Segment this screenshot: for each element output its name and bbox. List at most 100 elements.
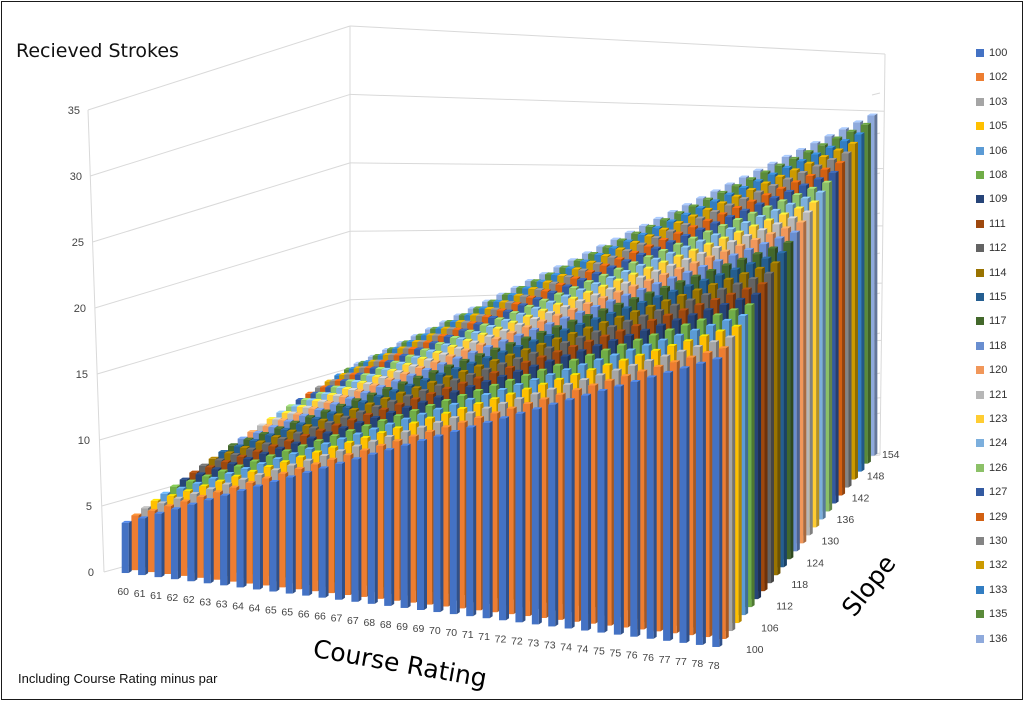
bar-top-face xyxy=(318,466,329,469)
bar-top-face xyxy=(711,245,722,248)
bar-top-face xyxy=(401,405,412,408)
bar-front-face xyxy=(121,522,129,574)
bar-front-face xyxy=(663,372,671,641)
bar-top-face xyxy=(454,346,465,349)
bar-top-face xyxy=(302,424,313,427)
legend-label: 117 xyxy=(989,315,1007,328)
bar-top-face xyxy=(417,412,428,415)
bar-top-face xyxy=(581,393,592,396)
bar-top-face xyxy=(466,361,477,364)
legend-label: 102 xyxy=(989,71,1008,84)
bar-top-face xyxy=(774,236,785,239)
bar xyxy=(515,411,526,623)
bar-top-face xyxy=(467,321,478,324)
bar xyxy=(653,364,664,632)
bar-top-face xyxy=(746,177,757,180)
bar-top-face xyxy=(754,266,765,269)
bar-top-face xyxy=(347,387,358,390)
bar-top-face xyxy=(519,294,530,297)
bar-front-face xyxy=(433,436,441,613)
bar-top-face xyxy=(738,185,749,188)
bar-side-face xyxy=(842,161,846,496)
bar-top-face xyxy=(256,462,267,465)
legend-item: 121 xyxy=(970,388,1007,402)
bar-side-face xyxy=(822,190,826,520)
bar-front-face xyxy=(212,492,220,580)
bar-top-face xyxy=(713,259,724,262)
bar-top-face xyxy=(560,294,571,297)
bar-top-face xyxy=(532,297,543,300)
bar-top-face xyxy=(692,344,703,347)
legend-item: 133 xyxy=(970,583,1007,597)
bar-top-face xyxy=(400,430,411,433)
bar-top-face xyxy=(737,257,748,260)
bar-top-face xyxy=(364,402,375,405)
bar-top-face xyxy=(776,186,787,189)
bar xyxy=(252,484,263,590)
bar-top-face xyxy=(465,373,476,376)
bar-top-face xyxy=(659,218,670,221)
bar-top-face xyxy=(528,364,539,367)
bar-top-face xyxy=(473,322,484,325)
bar-side-face xyxy=(128,520,132,574)
bar-top-face xyxy=(458,369,469,372)
bar-top-face xyxy=(635,275,646,278)
bar-top-face xyxy=(537,308,548,311)
bar-top-face xyxy=(253,430,264,433)
bar-top-face xyxy=(342,405,353,408)
bar-top-face xyxy=(384,377,395,380)
bar-top-face xyxy=(752,252,763,255)
bar-top-face xyxy=(775,174,786,177)
bar-top-face xyxy=(674,267,685,270)
bar-side-face xyxy=(764,282,768,592)
bar-top-face xyxy=(694,303,705,306)
bar-top-face xyxy=(789,230,800,233)
bar-top-face xyxy=(445,354,456,357)
bar-top-face xyxy=(724,203,735,206)
legend-label: 114 xyxy=(989,266,1007,279)
bar-top-face xyxy=(520,348,531,351)
bar-side-face xyxy=(867,122,871,464)
bar-top-face xyxy=(571,267,582,270)
bar-top-face xyxy=(674,211,685,214)
bar-top-face xyxy=(405,354,416,357)
bar-top-face xyxy=(590,305,601,308)
bar-top-face xyxy=(724,215,735,218)
bar-top-face xyxy=(732,217,743,220)
bar-top-face xyxy=(498,401,509,404)
bar-top-face xyxy=(600,348,611,351)
bar-top-face xyxy=(417,400,428,403)
bar-top-face xyxy=(536,342,547,345)
bar-top-face xyxy=(252,449,263,452)
bar-top-face xyxy=(732,282,743,285)
bar-top-face xyxy=(418,389,429,392)
bar-top-face xyxy=(279,460,290,463)
bar-top-face xyxy=(414,347,425,350)
bar-top-face xyxy=(725,335,736,338)
bar-top-face xyxy=(562,382,573,385)
bar-top-face xyxy=(760,170,771,173)
bar-side-face xyxy=(210,498,214,584)
bar-top-face xyxy=(384,435,395,438)
bar-top-face xyxy=(616,343,627,346)
bar-top-face xyxy=(482,356,493,359)
bar-top-face xyxy=(189,470,200,473)
legend-item: 117 xyxy=(970,314,1007,328)
bar-top-face xyxy=(718,236,729,239)
bar-top-face xyxy=(360,373,371,376)
bar-top-face xyxy=(717,224,728,227)
bar-top-face xyxy=(767,246,778,249)
bar-top-face xyxy=(491,336,502,339)
bar-top-face xyxy=(637,300,648,303)
bar-top-face xyxy=(271,435,282,438)
x-tick-label: 74 xyxy=(560,641,572,653)
bar-top-face xyxy=(608,338,619,341)
bar-top-face xyxy=(312,450,323,453)
bar-top-face xyxy=(489,371,500,374)
z-tick-label: 118 xyxy=(791,579,808,591)
bar-side-face xyxy=(725,346,729,640)
legend-swatch xyxy=(976,610,984,619)
bar-top-face xyxy=(338,395,349,398)
bar-top-face xyxy=(367,452,378,455)
bar-top-face xyxy=(382,387,393,390)
